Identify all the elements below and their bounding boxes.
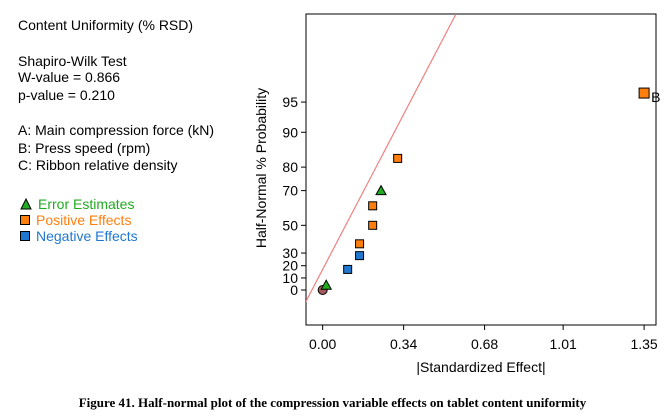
y-tick-label: 10 xyxy=(282,270,298,286)
positive-effect-point xyxy=(368,220,378,230)
legend-error-estimates: Error Estimates xyxy=(20,196,134,212)
legend-negative-effects: Negative Effects xyxy=(20,228,138,244)
factor-a: A: Main compression force (kN) xyxy=(18,122,215,138)
response-title: Content Uniformity (% RSD) xyxy=(18,17,194,33)
plot-area xyxy=(305,13,657,326)
negative-effect-point xyxy=(343,264,353,274)
y-axis-label: Half-Normal % Probability xyxy=(253,88,269,248)
positive-effect-point xyxy=(355,239,365,249)
y-tick-label: 90 xyxy=(282,124,298,140)
x-tick-label: 1.35 xyxy=(630,336,657,352)
y-tick-label: 95 xyxy=(282,94,298,110)
triangle-icon xyxy=(20,198,32,210)
y-tick-label: 80 xyxy=(282,159,298,175)
half-normal-plot: B 0.00 0.34 0.68 1.01 1.3501020305070809095 … xyxy=(253,13,660,375)
y-tick-label: 0 xyxy=(290,282,298,298)
square-icon xyxy=(20,231,30,241)
x-tick-label: 0.00 xyxy=(309,336,336,352)
test-name: Shapiro-Wilk Test xyxy=(18,53,127,69)
positive-effect-point xyxy=(638,87,650,99)
y-tick-label: 70 xyxy=(282,183,298,199)
x-axis-label: |Standardized Effect| xyxy=(416,359,545,375)
p-value: p-value = 0.210 xyxy=(18,87,115,103)
legend-label: Error Estimates xyxy=(38,196,135,212)
error-estimate-point xyxy=(375,184,387,196)
legend-label: Positive Effects xyxy=(36,212,132,228)
factor-b: B: Press speed (rpm) xyxy=(18,140,151,156)
figure-caption: Figure 41. Half-normal plot of the compr… xyxy=(78,395,587,410)
y-tick-label: 20 xyxy=(282,258,298,274)
positive-effect-point xyxy=(368,201,378,211)
point-label: B xyxy=(651,89,660,105)
legend-positive-effects: Positive Effects xyxy=(20,212,131,228)
w-value: W-value = 0.866 xyxy=(18,69,121,85)
positive-effect-point xyxy=(393,153,403,163)
y-tick-label: 50 xyxy=(282,217,298,233)
x-tick-label: 1.01 xyxy=(550,336,577,352)
error-estimate-point xyxy=(320,279,333,290)
square-icon xyxy=(20,215,30,225)
x-tick-label: 0.34 xyxy=(390,336,417,352)
negative-effect-point xyxy=(355,251,365,261)
legend-label: Negative Effects xyxy=(36,228,138,244)
x-tick-label: 0.68 xyxy=(471,336,498,352)
factor-c: C: Ribbon relative density xyxy=(18,157,178,173)
reference-line xyxy=(306,14,457,303)
y-tick-label: 30 xyxy=(282,245,298,261)
